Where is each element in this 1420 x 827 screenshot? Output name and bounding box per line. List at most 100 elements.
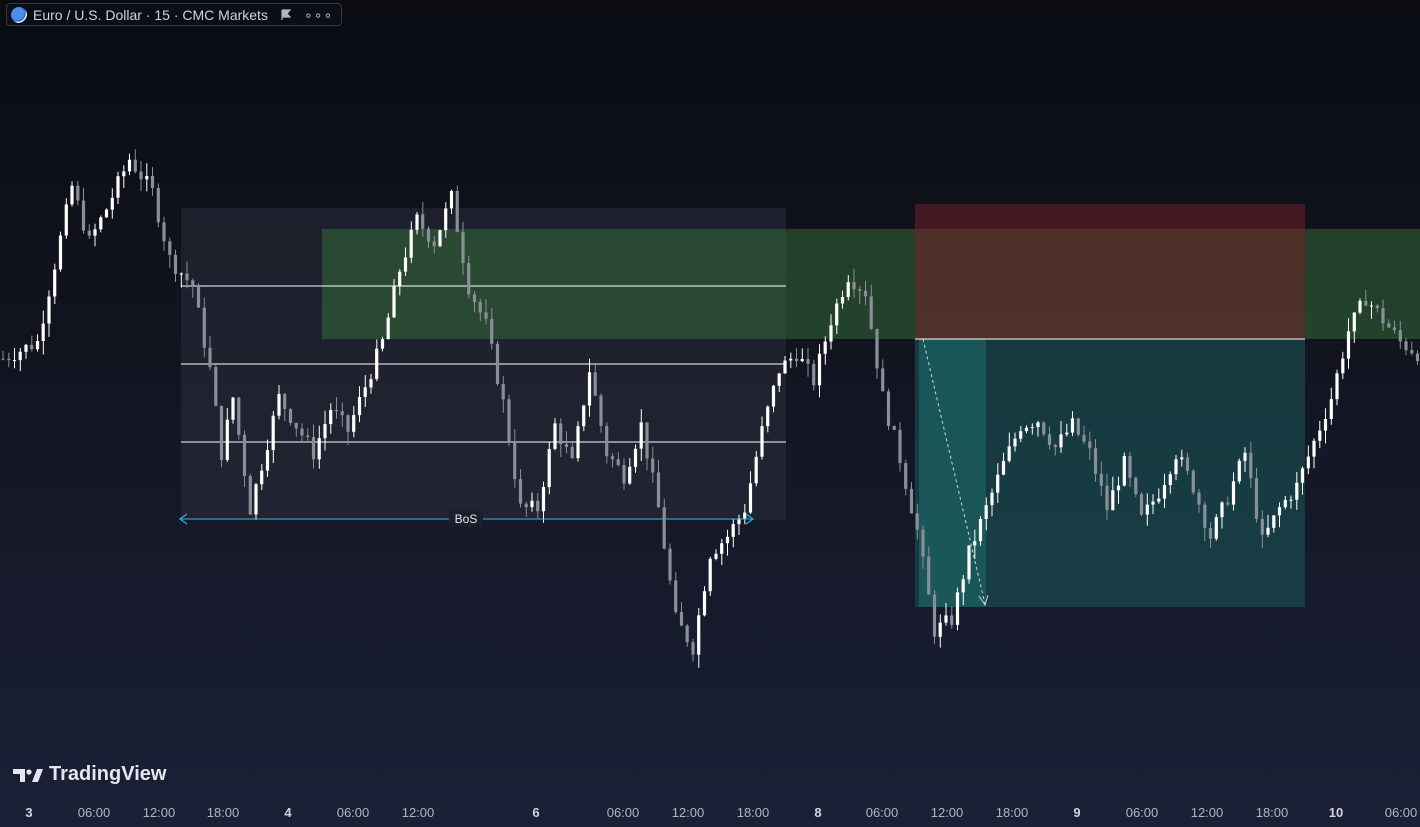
candle-body [219, 405, 224, 460]
candle-body [714, 553, 718, 559]
candle-body [1024, 427, 1029, 432]
candle-body [605, 425, 609, 457]
candle-body [702, 591, 707, 616]
more-icon[interactable]: ∘∘∘ [303, 6, 334, 23]
candle-body [1197, 492, 1201, 505]
candle-body [346, 415, 350, 432]
candle-body [524, 503, 528, 508]
candle-body [1283, 499, 1287, 508]
candle-body [1369, 305, 1374, 307]
time-tick: 12:00 [401, 805, 435, 820]
candle-body [478, 302, 482, 313]
candle-body [518, 479, 523, 504]
candle-body [875, 328, 879, 369]
bos-label[interactable]: BoS [455, 512, 478, 526]
candle-body [64, 204, 68, 236]
flag-icon[interactable] [280, 8, 292, 21]
candle-body [461, 231, 465, 264]
time-tick: 3 [25, 805, 33, 820]
candle-body [1093, 448, 1098, 474]
candle-body [950, 615, 954, 625]
candle-body [294, 422, 298, 429]
candle-body [116, 176, 120, 198]
candle-body [386, 317, 390, 340]
candle-body [1404, 341, 1408, 351]
time-tick: 12:00 [930, 805, 964, 820]
candle-body [1180, 457, 1184, 460]
candle-body [835, 303, 839, 326]
candle-body [139, 171, 143, 180]
candle-body [1387, 323, 1391, 328]
candle-body [70, 185, 74, 205]
symbol-legend[interactable]: Euro / U.S. Dollar · 15 · CMC Markets ∘∘… [6, 3, 343, 26]
candle-body [41, 323, 45, 341]
candle-body [1364, 300, 1368, 306]
symbol-title[interactable]: Euro / U.S. Dollar · 15 · CMC Markets [33, 6, 268, 23]
candle-body [254, 484, 258, 515]
time-axis[interactable]: 3 06:00 12:00 18:00 4 06:00 12:00 6 06:00 12:00 18… [0, 797, 1420, 827]
candle-body [725, 536, 730, 544]
watermark-text: TradingView [49, 763, 167, 785]
candles-layer [1, 149, 1420, 668]
candle-body [248, 476, 252, 515]
candle-body [564, 444, 569, 447]
time-tick: 06:00 [865, 805, 899, 820]
candle-body [127, 159, 132, 172]
time-tick: 18:00 [206, 805, 240, 820]
candle-body [852, 282, 856, 290]
candle-body [185, 273, 189, 281]
candle-body [1076, 418, 1080, 435]
candle-body [444, 208, 448, 231]
stop-loss-zone[interactable] [915, 204, 1305, 339]
time-tick: 10 [1328, 805, 1344, 820]
candle-body [651, 458, 655, 473]
candle-body [743, 512, 747, 519]
candle-body [1220, 502, 1224, 518]
candle-body [1070, 418, 1075, 433]
candle-body [570, 446, 574, 458]
candle-body [265, 450, 270, 471]
time-tick: 06:00 [336, 805, 370, 820]
candle-body [1341, 358, 1345, 374]
candle-body [1214, 517, 1218, 539]
candle-body [7, 358, 11, 361]
candle-body [237, 397, 241, 435]
candle-body [990, 492, 994, 506]
candle-body [984, 505, 988, 519]
candle-body [593, 372, 597, 396]
candle-body [76, 185, 80, 201]
candle-body [490, 318, 494, 344]
candle-body [869, 296, 873, 329]
candle-body [409, 229, 413, 258]
candle-body [145, 176, 149, 180]
candle-body [921, 529, 925, 557]
candle-body [1053, 444, 1057, 448]
candle-body [789, 358, 793, 361]
candle-body [1335, 373, 1339, 400]
candle-body [559, 423, 563, 445]
candle-body [225, 419, 229, 460]
candle-body [1007, 446, 1011, 461]
candle-body [1358, 300, 1362, 313]
candle-body [449, 191, 454, 209]
candle-body [1295, 482, 1299, 500]
time-tick: 9 [1073, 805, 1081, 820]
candle-body [932, 594, 937, 637]
candle-body [1105, 485, 1109, 511]
candle-body [173, 254, 178, 274]
candle-body [1277, 507, 1282, 516]
candle-body [1260, 518, 1264, 535]
candle-body [415, 214, 419, 230]
candle-body [553, 423, 557, 449]
candle-body [208, 347, 212, 368]
candle-body [501, 384, 505, 400]
candle-body [881, 368, 885, 392]
candle-body [24, 344, 28, 352]
candle-body [1157, 498, 1161, 502]
candle-body [231, 397, 235, 420]
candle-body [196, 287, 201, 308]
time-tick: 18:00 [1255, 805, 1289, 820]
candle-body [961, 579, 965, 593]
candle-body [898, 429, 902, 464]
price-chart[interactable]: BoS [0, 0, 1420, 797]
